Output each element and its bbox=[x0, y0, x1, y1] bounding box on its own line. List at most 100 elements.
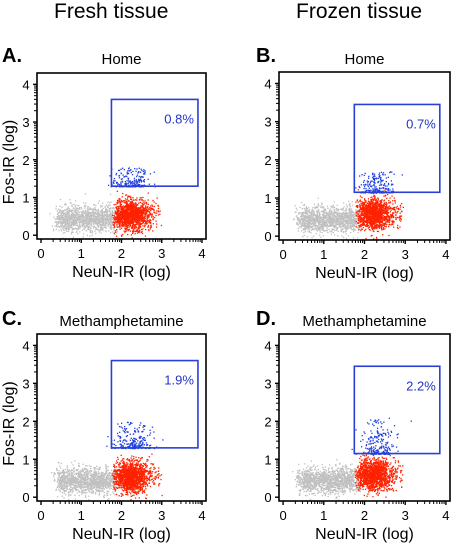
gray-point bbox=[73, 228, 75, 230]
blue-point bbox=[148, 183, 150, 185]
gray-point bbox=[331, 223, 333, 225]
gray-point bbox=[327, 221, 329, 223]
red-point bbox=[123, 212, 126, 214]
red-point bbox=[135, 214, 137, 216]
red-point bbox=[135, 230, 137, 233]
red-point bbox=[393, 197, 395, 199]
gray-point bbox=[343, 231, 345, 234]
gray-point bbox=[110, 213, 112, 215]
red-point bbox=[150, 225, 152, 227]
gray-point bbox=[104, 206, 106, 208]
gray-point bbox=[82, 222, 84, 224]
gray-point bbox=[100, 217, 102, 220]
red-point bbox=[144, 225, 146, 227]
red-point bbox=[156, 197, 158, 199]
gray-point bbox=[345, 216, 347, 218]
red-point bbox=[370, 225, 373, 228]
gray-point bbox=[353, 228, 355, 230]
gray-point bbox=[350, 217, 352, 219]
gray-point bbox=[85, 202, 87, 204]
red-point bbox=[131, 225, 134, 227]
gray-point bbox=[94, 230, 96, 232]
red-point bbox=[125, 201, 128, 203]
gray-point bbox=[94, 216, 96, 218]
gray-point bbox=[323, 230, 326, 232]
gray-point bbox=[73, 211, 76, 213]
red-point bbox=[391, 223, 393, 225]
gray-point bbox=[352, 214, 354, 217]
red-point bbox=[402, 206, 404, 208]
gray-point bbox=[335, 225, 337, 228]
gray-point bbox=[72, 231, 74, 233]
gray-point bbox=[59, 217, 62, 219]
gray-point bbox=[302, 204, 305, 206]
gray-point bbox=[312, 215, 314, 217]
gray-point bbox=[94, 209, 96, 211]
red-point bbox=[147, 217, 149, 219]
red-point bbox=[124, 228, 126, 230]
gray-point bbox=[70, 205, 73, 207]
gray-point bbox=[112, 206, 114, 209]
red-point bbox=[145, 214, 147, 216]
gray-point bbox=[301, 214, 303, 216]
gray-point bbox=[79, 226, 81, 229]
gray-point bbox=[295, 211, 297, 213]
blue-point bbox=[128, 168, 130, 170]
gray-point bbox=[320, 216, 322, 218]
gray-point bbox=[66, 227, 68, 229]
red-point bbox=[123, 209, 126, 212]
gray-point bbox=[80, 211, 82, 213]
gray-point bbox=[327, 212, 329, 215]
red-point bbox=[132, 224, 134, 226]
gray-point bbox=[57, 215, 59, 218]
gray-point bbox=[308, 216, 311, 218]
blue-point bbox=[129, 180, 131, 182]
red-point bbox=[139, 198, 141, 201]
gray-point bbox=[318, 226, 320, 228]
gray-point bbox=[62, 225, 64, 227]
gray-point bbox=[91, 218, 93, 220]
red-point bbox=[127, 217, 129, 220]
gray-point bbox=[95, 228, 97, 231]
red-point bbox=[387, 193, 389, 196]
gray-point bbox=[326, 205, 329, 208]
gray-point bbox=[102, 219, 104, 222]
red-point bbox=[118, 218, 120, 220]
x-tick-label: 1 bbox=[78, 246, 85, 261]
gray-point bbox=[79, 218, 81, 220]
red-point bbox=[119, 203, 121, 205]
gray-point bbox=[58, 218, 60, 220]
red-point bbox=[363, 224, 365, 226]
red-point bbox=[124, 217, 126, 219]
gray-point bbox=[77, 215, 79, 217]
red-point bbox=[131, 204, 133, 206]
red-point bbox=[358, 224, 360, 227]
red-point bbox=[124, 200, 126, 202]
gray-point bbox=[322, 235, 324, 237]
red-point bbox=[357, 201, 359, 203]
gray-point bbox=[309, 219, 311, 221]
gray-point bbox=[298, 220, 300, 222]
red-point bbox=[129, 216, 131, 218]
gray-point bbox=[311, 222, 314, 224]
gray-point bbox=[59, 220, 62, 222]
gray-point bbox=[59, 214, 61, 217]
gray-point bbox=[300, 213, 302, 216]
gray-point bbox=[81, 216, 83, 218]
gray-point bbox=[340, 208, 343, 211]
gray-point bbox=[114, 234, 116, 236]
red-point bbox=[135, 202, 137, 204]
red-point bbox=[139, 210, 142, 212]
gray-point bbox=[346, 217, 349, 219]
gray-point bbox=[70, 233, 73, 235]
gray-point bbox=[351, 229, 353, 231]
gray-point bbox=[95, 216, 97, 218]
gray-point bbox=[55, 218, 57, 220]
gray-point bbox=[64, 224, 66, 226]
blue-point bbox=[142, 173, 145, 175]
red-point bbox=[148, 224, 150, 227]
blue-point bbox=[115, 182, 118, 184]
red-point bbox=[138, 231, 140, 233]
gray-point bbox=[346, 226, 349, 228]
gray-point bbox=[63, 210, 65, 212]
